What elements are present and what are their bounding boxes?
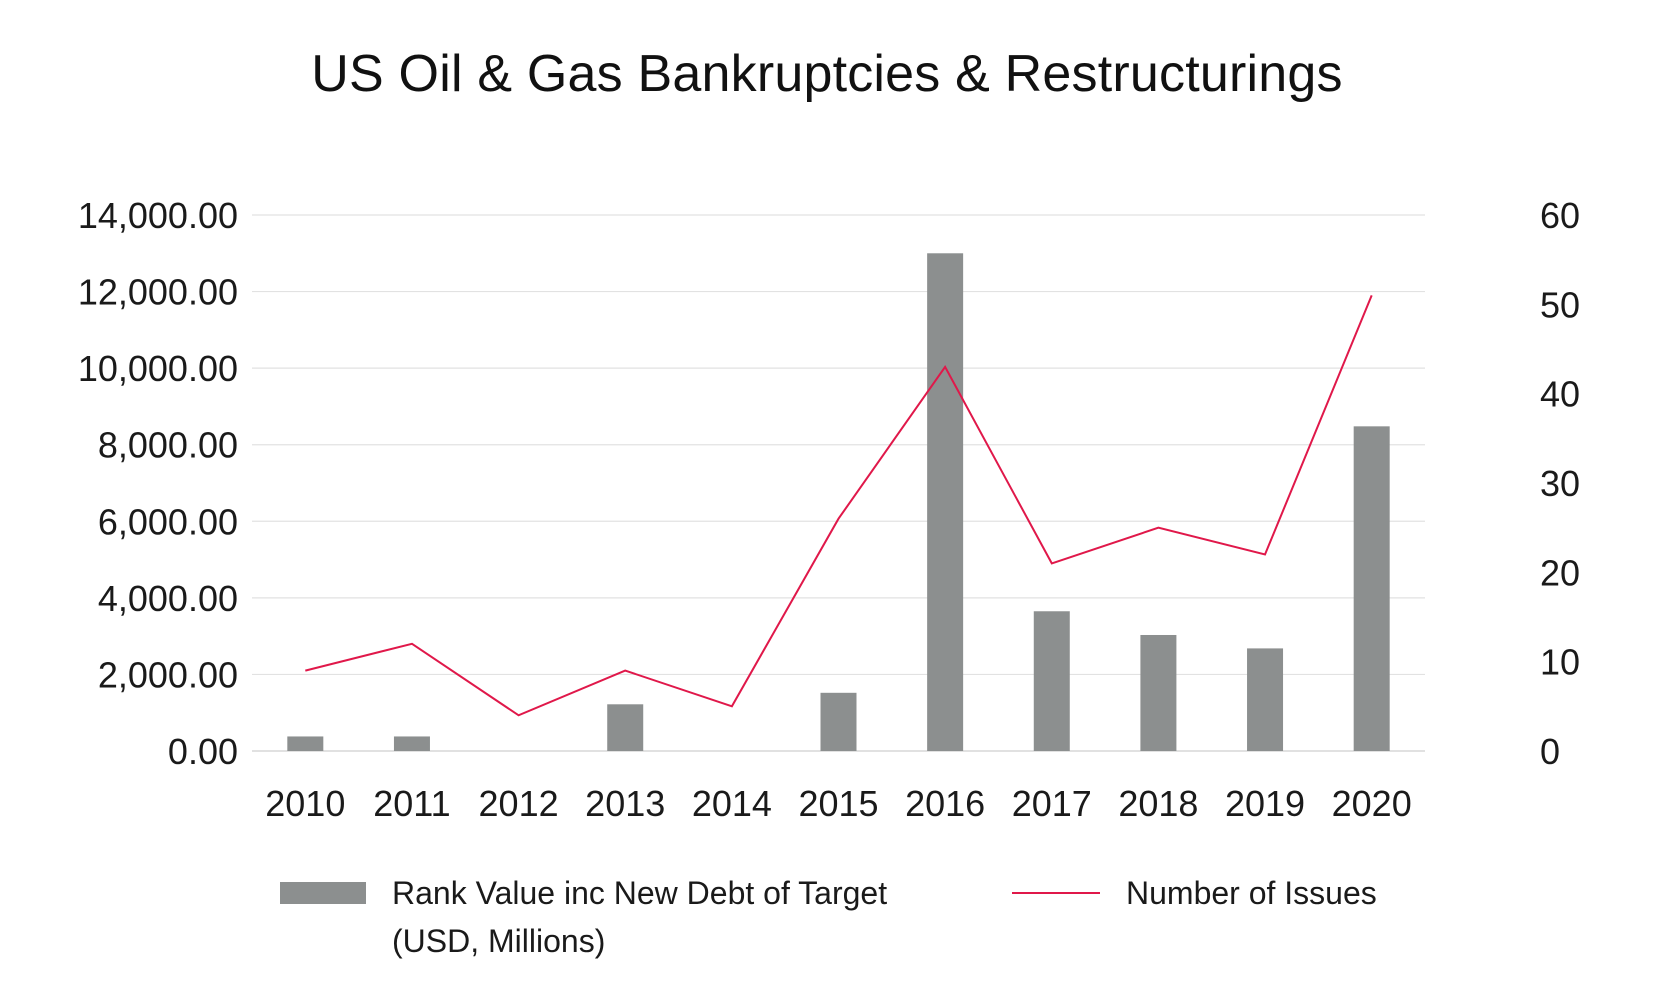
bar: [287, 736, 324, 751]
x-tick-label: 2019: [1225, 783, 1305, 824]
line-series: [305, 295, 1373, 717]
x-tick-label: 2017: [1012, 783, 1092, 824]
x-tick-label: 2013: [585, 783, 665, 824]
left-y-axis: 0.00 2,000.00 4,000.00 6,000.00 8,000.00 10,0…: [78, 195, 238, 772]
right-tick-label: 60: [1540, 195, 1580, 236]
legend: Rank Value inc New Debt of Target (USD, M…: [280, 875, 1377, 959]
left-tick-label: 12,000.00: [78, 272, 238, 313]
line-number-of-issues: [305, 295, 1373, 717]
gridlines: [252, 214, 1425, 752]
left-tick-label: 14,000.00: [78, 195, 238, 236]
right-tick-label: 30: [1540, 463, 1580, 504]
x-tick-label: 2015: [798, 783, 878, 824]
bar-series: [287, 253, 1390, 752]
left-tick-label: 0.00: [168, 731, 238, 772]
x-tick-label: 2012: [479, 783, 559, 824]
right-tick-label: 40: [1540, 374, 1580, 415]
bar: [1247, 648, 1284, 751]
chart-title: US Oil & Gas Bankruptcies & Restructurin…: [311, 45, 1343, 103]
x-tick-label: 2016: [905, 783, 985, 824]
bar: [607, 704, 644, 751]
bar: [927, 253, 964, 752]
right-tick-label: 10: [1540, 642, 1580, 683]
x-tick-label: 2018: [1118, 783, 1198, 824]
left-tick-label: 10,000.00: [78, 348, 238, 389]
bar: [1353, 426, 1390, 751]
x-tick-label: 2020: [1332, 783, 1412, 824]
x-tick-label: 2014: [692, 783, 772, 824]
x-tick-label: 2010: [265, 783, 345, 824]
legend-label-bar: (USD, Millions): [392, 923, 605, 959]
left-tick-label: 4,000.00: [98, 578, 238, 619]
legend-label-line: Number of Issues: [1126, 875, 1377, 911]
bar: [820, 692, 857, 751]
left-tick-label: 6,000.00: [98, 501, 238, 542]
left-tick-label: 2,000.00: [98, 654, 238, 695]
bar: [1140, 634, 1177, 751]
x-tick-label: 2011: [373, 783, 450, 824]
right-tick-label: 0: [1540, 731, 1560, 772]
bar: [393, 736, 430, 751]
legend-swatch-bar: [280, 882, 366, 904]
x-axis: 2010 2011 2012 2013 2014 2015 2016 2017 2018 2019…: [265, 783, 1411, 824]
right-y-axis: 0 10 20 30 40 50 60: [1540, 195, 1580, 772]
bar: [1033, 611, 1070, 751]
legend-label-bar: Rank Value inc New Debt of Target: [392, 875, 887, 911]
left-tick-label: 8,000.00: [98, 425, 238, 466]
right-tick-label: 20: [1540, 552, 1580, 593]
right-tick-label: 50: [1540, 284, 1580, 325]
